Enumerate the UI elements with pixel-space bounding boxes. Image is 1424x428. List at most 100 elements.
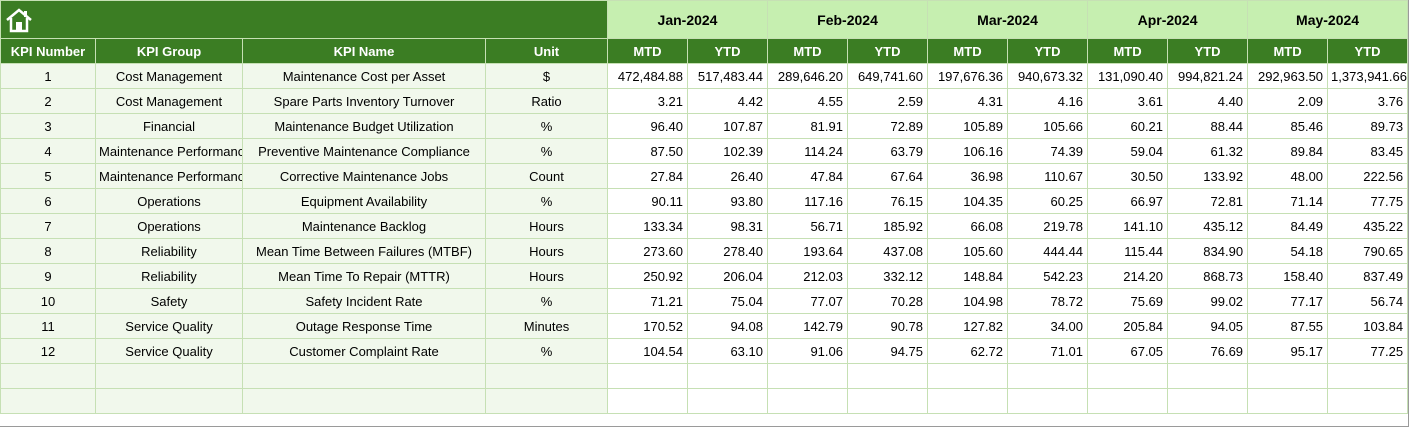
info-cell: Spare Parts Inventory Turnover [242,88,486,114]
value-cell: 107.87 [687,113,768,139]
value-cell: 444.44 [1007,238,1089,264]
value-cell: 76.15 [846,188,929,214]
row: 6 Operations Equipment Availability% 90.11 9… [0,188,1408,214]
value-cell: 104.98 [927,288,1009,314]
sub-header: YTD [687,38,768,64]
empty-cell [767,388,848,414]
value-cell: 88.44 [1167,113,1249,139]
value-cell: 435.22 [1327,213,1408,239]
empty-cell [1167,363,1249,389]
value-cell: 837.49 [1327,263,1408,289]
month-header: Apr-2024 [1087,0,1249,39]
value-cell: 75.69 [1087,288,1169,314]
value-cell: 90.11 [607,188,688,214]
empty-cell [607,388,688,414]
empty-cell [485,388,608,414]
empty-cell [607,363,688,389]
sub-header: MTD [607,38,688,64]
value-cell: 278.40 [687,238,768,264]
value-cell: 96.40 [607,113,688,139]
info-cell: Maintenance Performance [95,163,243,189]
info-cell: Safety [95,288,243,314]
month-header: Mar-2024 [927,0,1089,39]
empty-cell [1247,363,1329,389]
info-cell: Reliability [95,238,243,264]
info-cell: 2 [0,88,96,114]
value-cell: 649,741.60 [846,63,929,89]
info-cell: 7 [0,213,96,239]
info-cell: Mean Time Between Failures (MTBF) [242,238,486,264]
value-cell: 77.17 [1247,288,1329,314]
info-cell: % [485,338,608,364]
kpi-table: Jan-2024 Feb-2024 Mar-2024 Apr-2024 May-2024… [0,0,1408,414]
empty-cell [95,388,243,414]
row: 10 Safety Safety Incident Rate% 71.21 75.04 7… [0,288,1408,314]
info-cell: Customer Complaint Rate [242,338,486,364]
info-cell: Financial [95,113,243,139]
info-cell: 8 [0,238,96,264]
value-cell: 102.39 [687,138,768,164]
sub-header: YTD [1167,38,1249,64]
value-cell: 76.69 [1167,338,1249,364]
sub-header: YTD [1007,38,1089,64]
value-cell: 141.10 [1087,213,1169,239]
home-icon[interactable] [4,7,34,33]
value-cell: 4.31 [927,88,1009,114]
info-cell: 9 [0,263,96,289]
value-cell: 435.12 [1167,213,1249,239]
value-cell: 75.04 [687,288,768,314]
info-cell: Maintenance Performance [95,138,243,164]
value-cell: 185.92 [846,213,929,239]
value-cell: 56.71 [767,213,848,239]
value-cell: 85.46 [1247,113,1329,139]
info-cell: Mean Time To Repair (MTTR) [242,263,486,289]
value-cell: 94.05 [1167,313,1249,339]
value-cell: 940,673.32 [1007,63,1089,89]
value-cell: 83.45 [1327,138,1408,164]
info-cell: $ [485,63,608,89]
value-cell: 95.17 [1247,338,1329,364]
row: 9 Reliability Mean Time To Repair (MTTR) Ho… [0,263,1408,289]
value-cell: 34.00 [1007,313,1089,339]
value-cell: 219.78 [1007,213,1089,239]
info-cell: Service Quality [95,313,243,339]
value-cell: 72.89 [846,113,929,139]
empty-cell [95,363,243,389]
value-cell: 114.24 [767,138,848,164]
value-cell: 90.78 [846,313,929,339]
info-cell: Maintenance Cost per Asset [242,63,486,89]
value-cell: 205.84 [1087,313,1169,339]
row: 1 Cost Management Maintenance Cost per Ass… [0,63,1408,89]
value-cell: 105.60 [927,238,1009,264]
home-cell [0,0,608,39]
value-cell: 115.44 [1087,238,1169,264]
info-cell: % [485,138,608,164]
row: 11 Service Quality Outage Response Time Min… [0,313,1408,339]
value-cell: 4.16 [1007,88,1089,114]
row: 3 Financial Maintenance Budget Utilization… [0,113,1408,139]
value-cell: 91.06 [767,338,848,364]
info-cell: Preventive Maintenance Compliance [242,138,486,164]
value-cell: 77.07 [767,288,848,314]
info-cell: Cost Management [95,88,243,114]
value-cell: 105.89 [927,113,1009,139]
info-cell: 10 [0,288,96,314]
info-cell: Operations [95,188,243,214]
value-cell: 106.16 [927,138,1009,164]
month-header: Feb-2024 [766,0,929,39]
value-cell: 212.03 [767,263,848,289]
value-cell: 148.84 [927,263,1009,289]
value-cell: 94.08 [687,313,768,339]
empty-row [0,388,1408,414]
value-cell: 84.49 [1247,213,1329,239]
value-cell: 48.00 [1247,163,1329,189]
value-cell: 62.72 [927,338,1009,364]
value-cell: 26.40 [687,163,768,189]
value-cell: 250.92 [607,263,688,289]
value-cell: 103.84 [1327,313,1408,339]
value-cell: 77.75 [1327,188,1408,214]
value-cell: 3.61 [1087,88,1169,114]
info-cell: % [485,288,608,314]
value-cell: 78.72 [1007,288,1089,314]
